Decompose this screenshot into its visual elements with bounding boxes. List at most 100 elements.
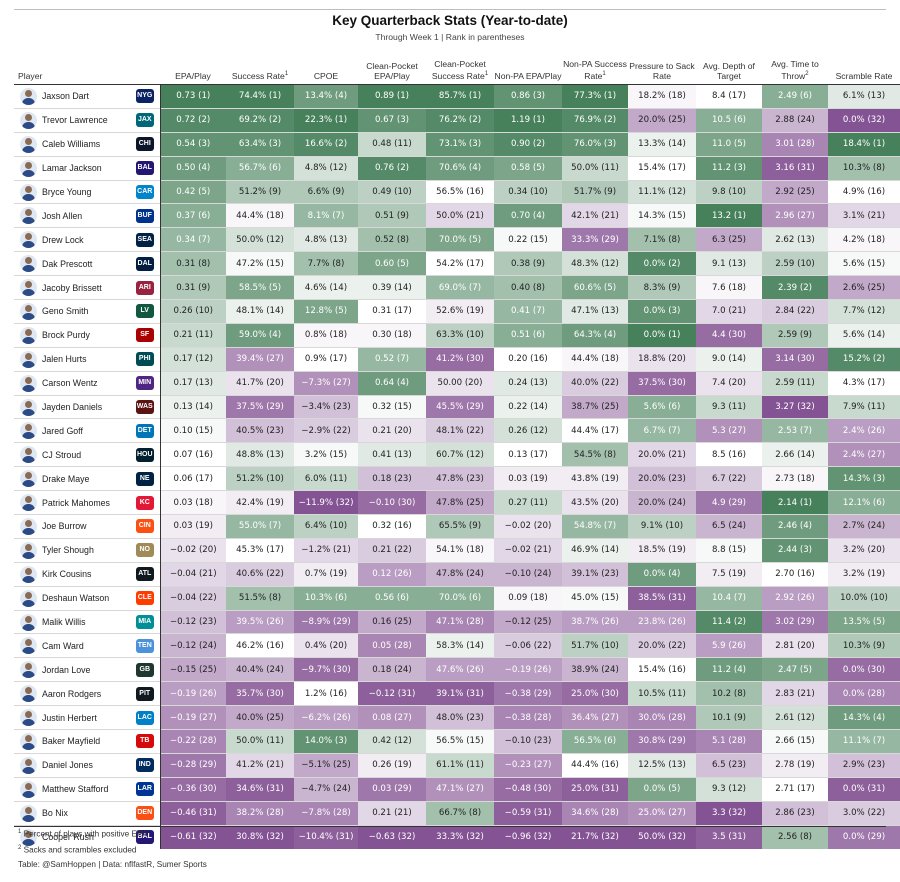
player-name: Jordan Love <box>42 657 130 682</box>
stat-cell: 0.70 (4) <box>494 203 562 228</box>
stat-cell: 0.32 (16) <box>358 514 426 539</box>
stat-cell: 33.3% (32) <box>426 824 494 849</box>
team-logo-icon: BAL <box>135 830 154 845</box>
stat-cell: 0.12 (26) <box>358 561 426 587</box>
column-header-label: Clean-Pocket Success Rate <box>431 59 486 81</box>
stat-cell: 0.22 (15) <box>494 227 562 252</box>
team-logo-icon: CIN <box>135 519 154 534</box>
stat-cell: 64.3% (4) <box>562 322 628 348</box>
team-logo-icon: IND <box>135 758 154 773</box>
stat-cell: 56.5% (15) <box>426 729 494 754</box>
player-photo-cell <box>14 752 42 778</box>
player-headshot-icon <box>20 111 37 129</box>
team-logo-cell: PIT <box>130 681 161 706</box>
column-header-0: EPA/Play <box>160 44 226 85</box>
player-photo-cell <box>14 561 42 587</box>
stat-cell: 2.78 (19) <box>762 752 828 778</box>
team-logo-icon: DAL <box>135 256 154 271</box>
player-photo-cell <box>14 729 42 754</box>
stat-cell: 5.1 (28) <box>696 729 762 754</box>
stat-cell: 40.0% (22) <box>562 370 628 396</box>
stat-cell: 7.4 (20) <box>696 370 762 396</box>
stat-cell: 74.4% (1) <box>226 84 294 109</box>
player-headshot-icon <box>20 780 37 798</box>
stat-cell: 2.9% (23) <box>828 752 900 778</box>
stat-cell: 0.41 (7) <box>494 299 562 324</box>
stat-cell: 9.3 (12) <box>696 776 762 802</box>
team-logo-cell: DET <box>130 418 161 443</box>
stat-cell: 1.19 (1) <box>494 107 562 133</box>
team-logo-cell: TEN <box>130 633 161 658</box>
stat-cell: 65.5% (9) <box>426 514 494 539</box>
footnote-2: 2 Sacks and scrambles excluded <box>18 845 137 855</box>
stat-cell: −3.4% (23) <box>294 394 358 419</box>
stat-cell: 8.8 (15) <box>696 537 762 563</box>
stat-cell: 50.0% (12) <box>226 227 294 252</box>
stat-cell: 73.1% (3) <box>426 131 494 157</box>
stat-cell: 30.8% (32) <box>226 824 294 849</box>
table-row: Trevor Lawrence JAX 0.72 (2) 69.2% (2) 22.3%… <box>14 107 900 133</box>
column-header-4: Clean-Pocket Success Rate1 <box>426 44 494 85</box>
stat-cell: 47.1% (13) <box>562 299 628 324</box>
stat-cell: 0.51 (6) <box>494 322 562 348</box>
stat-cell: −0.10 (24) <box>494 561 562 587</box>
stat-cell: 77.3% (1) <box>562 84 628 109</box>
stat-cell: −0.02 (20) <box>494 514 562 539</box>
stat-cell: 41.7% (20) <box>226 370 294 396</box>
stat-cell: 34.6% (31) <box>226 776 294 802</box>
stat-cell: 39.1% (31) <box>426 681 494 706</box>
team-logo-cell: ARI <box>130 275 161 300</box>
team-logo-icon: MIN <box>135 376 154 391</box>
stat-cell: 70.0% (5) <box>426 227 494 252</box>
stat-cell: −7.8% (28) <box>294 800 358 826</box>
stat-cell: −0.48 (30) <box>494 776 562 802</box>
player-photo-cell <box>14 275 42 300</box>
stat-cell: 0.30 (18) <box>358 322 426 348</box>
stat-cell: 48.1% (14) <box>226 299 294 324</box>
player-photo-cell <box>14 466 42 491</box>
stat-cell: 56.5% (6) <box>562 729 628 754</box>
stat-cell: 6.0% (11) <box>294 466 358 491</box>
stat-cell: 0.73 (1) <box>160 84 226 109</box>
player-photo-cell <box>14 800 42 826</box>
stat-cell: −0.36 (30) <box>160 776 226 802</box>
stat-cell: 50.0% (11) <box>562 155 628 181</box>
stat-cell: 2.6% (25) <box>828 275 900 300</box>
team-logo-cell: DAL <box>130 251 161 276</box>
stat-cell: 69.2% (2) <box>226 107 294 133</box>
team-logo-cell: MIN <box>130 370 161 396</box>
player-photo-cell <box>14 776 42 802</box>
stat-cell: 0.58 (5) <box>494 155 562 181</box>
player-headshot-icon <box>20 446 37 464</box>
stat-cell: 60.7% (12) <box>426 442 494 467</box>
stat-cell: 3.2% (20) <box>828 537 900 563</box>
team-logo-cell: DEN <box>130 800 161 826</box>
stat-cell: 8.5 (16) <box>696 442 762 467</box>
stat-cell: 0.34 (10) <box>494 179 562 204</box>
stat-cell: −0.61 (32) <box>160 824 226 849</box>
stat-cell: −0.38 (28) <box>494 705 562 730</box>
player-headshot-icon <box>20 135 37 153</box>
column-header-2: CPOE <box>294 44 358 85</box>
player-headshot-icon <box>20 828 37 846</box>
stat-cell: 0.06 (17) <box>160 466 226 491</box>
team-logo-icon: LV <box>135 304 154 319</box>
stat-cell: −9.7% (30) <box>294 657 358 682</box>
stat-cell: 2.59 (9) <box>762 322 828 348</box>
stat-cell: 30.0% (28) <box>628 705 696 730</box>
column-header-label: Non-PA Success Rate <box>563 59 627 81</box>
stat-cell: 3.02 (29) <box>762 609 828 634</box>
stat-cell: 44.4% (17) <box>562 418 628 443</box>
stat-cell: 2.86 (23) <box>762 800 828 826</box>
stat-cell: 0.31 (9) <box>160 275 226 300</box>
stat-cell: 6.4% (10) <box>294 514 358 539</box>
stat-cell: 56.7% (6) <box>226 155 294 181</box>
player-name: Joe Burrow <box>42 514 130 539</box>
table-row: Jacoby Brissett ARI 0.31 (9) 58.5% (5) 4.6% … <box>14 275 900 300</box>
stat-cell: 0.0% (32) <box>828 107 900 133</box>
stat-cell: 51.2% (10) <box>226 466 294 491</box>
stat-cell: 70.6% (4) <box>426 155 494 181</box>
player-photo-cell <box>14 107 42 133</box>
player-headshot-icon <box>20 159 37 177</box>
